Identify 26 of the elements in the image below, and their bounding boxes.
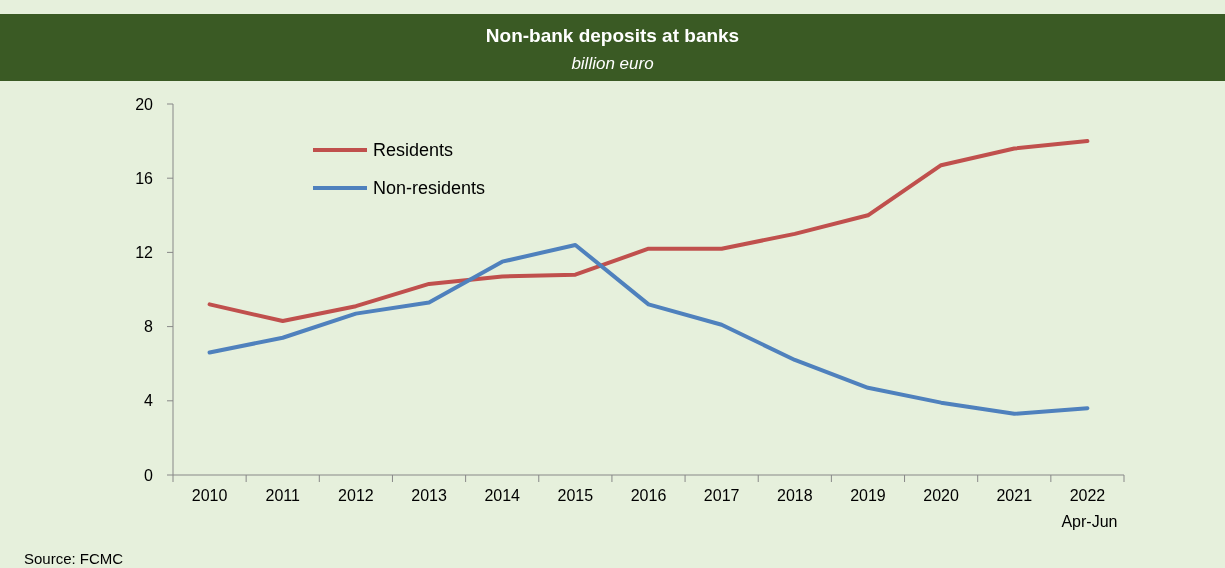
y-tick-label: 0 [144, 466, 154, 484]
x-tick-label: 2017 [703, 487, 740, 504]
source-note: Source: FCMC [24, 550, 124, 567]
legend-label: Residents [373, 140, 454, 161]
legend-label: Non-residents [373, 178, 486, 199]
x-tick-label: 2013 [411, 487, 447, 504]
y-tick-label: 4 [144, 392, 154, 410]
x-tick-label: 2021 [996, 487, 1033, 504]
y-tick-label: 16 [135, 169, 154, 187]
x-tick-label: 2020 [923, 487, 960, 504]
line-series [207, 242, 1090, 416]
x-tick-label: 2018 [777, 487, 813, 504]
x-tick-label: 2022 Apr-Jun [1061, 487, 1118, 530]
y-tick-label: 8 [144, 318, 154, 336]
x-tick-label: 2012 [338, 487, 374, 504]
y-tick-label: 20 [135, 95, 154, 113]
x-tick-label: 2011 [265, 487, 301, 504]
x-tick-label: 2016 [630, 487, 667, 504]
chart-title: Non-bank deposits at banks [485, 25, 740, 46]
x-tick-label: 2015 [557, 487, 594, 504]
chart-subtitle: billion euro [571, 54, 654, 73]
x-tick-label: 2010 [191, 487, 228, 504]
line-series [207, 139, 1090, 324]
x-tick-label: 2014 [484, 487, 521, 504]
x-tick-label: 2019 [850, 487, 886, 504]
y-tick-label: 12 [135, 244, 154, 261]
